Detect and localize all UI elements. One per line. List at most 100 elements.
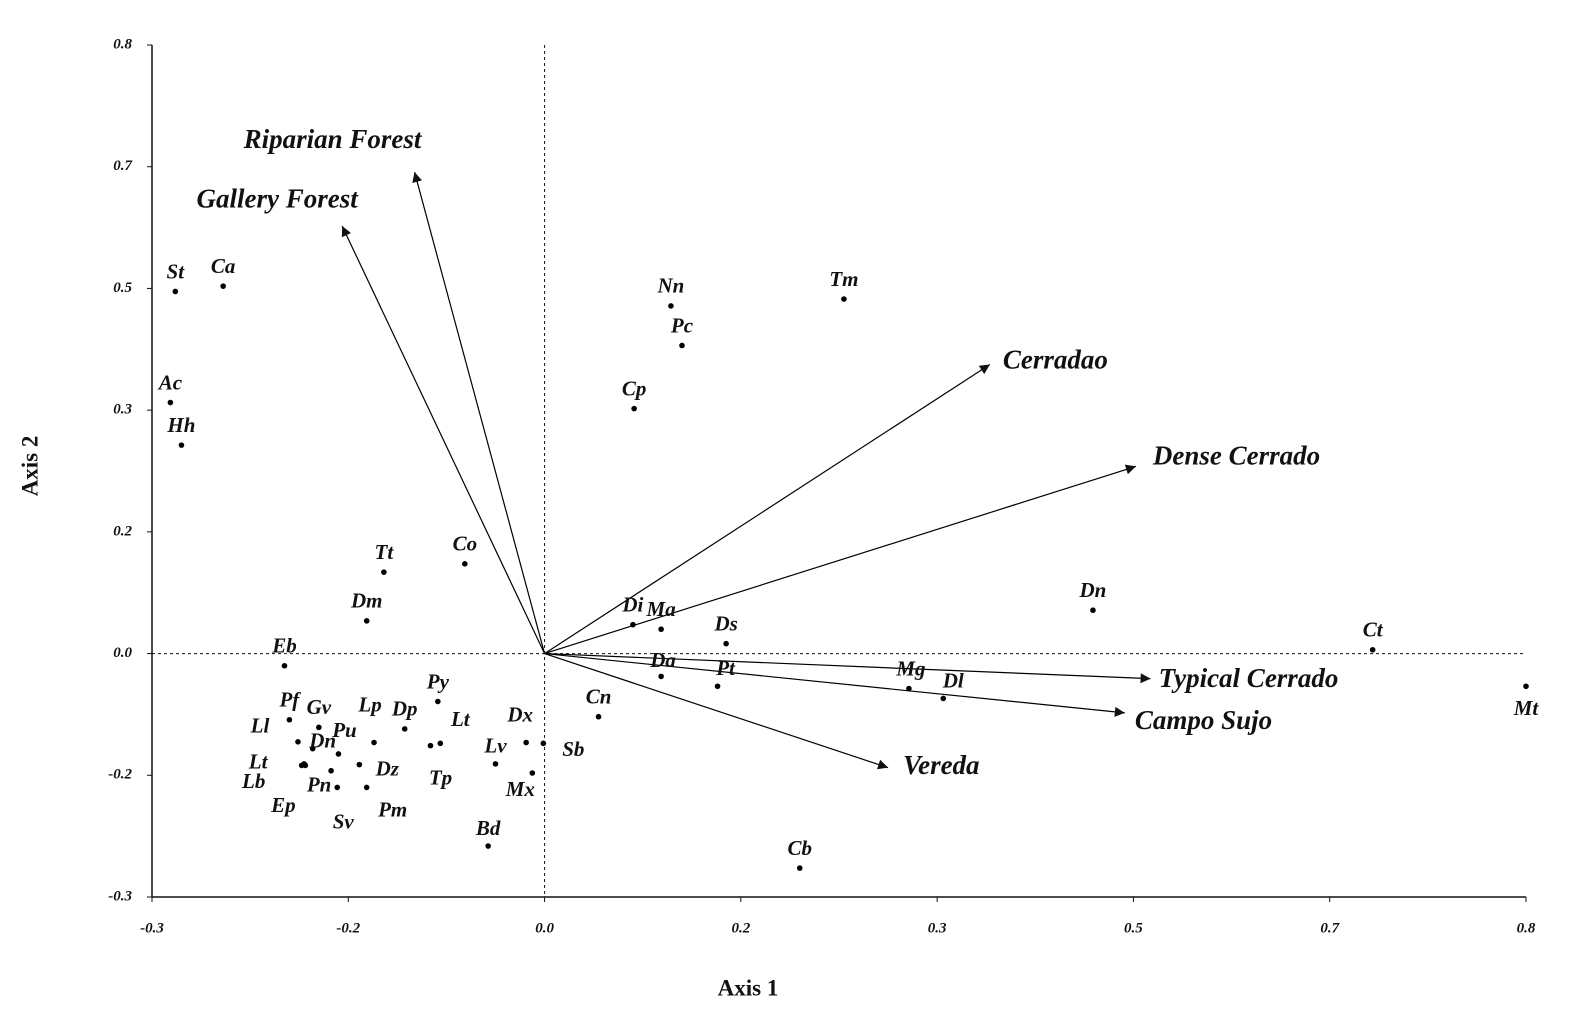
point-label: Di: [621, 592, 643, 616]
point: [523, 739, 529, 746]
point-label: Co: [453, 532, 478, 556]
point-label: Ds: [713, 611, 737, 635]
point-label: Ca: [211, 254, 236, 278]
point-label: Lp: [357, 692, 381, 716]
point: [485, 843, 491, 849]
point-label: Mt: [1513, 696, 1540, 720]
x-axis-title: Axis 1: [718, 975, 779, 1000]
vector-label: Campo Sujo: [1135, 705, 1272, 735]
point-label: Lb: [241, 769, 265, 793]
y-tick-label: -0.3: [108, 888, 132, 904]
point-label: Pu: [331, 718, 357, 742]
x-tick-label: 0.0: [535, 920, 554, 936]
point: [1523, 683, 1529, 690]
vector-label: Riparian Forest: [243, 124, 423, 154]
point-label: Dl: [942, 668, 964, 692]
point: [595, 713, 602, 720]
x-tick-label: -0.3: [140, 920, 164, 936]
point: [631, 405, 637, 412]
point-label: Tm: [829, 267, 858, 291]
point-label: Cp: [622, 376, 647, 400]
point: [940, 695, 947, 702]
point: [658, 626, 664, 633]
vector-arrow: [544, 652, 1151, 684]
point-label: Ll: [250, 714, 270, 738]
point: [309, 745, 316, 752]
point: [437, 740, 444, 747]
point-label: Lt: [248, 750, 269, 774]
point: [529, 770, 536, 776]
vector-arrow: [544, 464, 1137, 655]
point: [363, 618, 370, 624]
point-label: Gv: [307, 695, 332, 719]
x-tick-label: 0.7: [1320, 920, 1339, 936]
point-label: Da: [649, 648, 676, 672]
point: [356, 761, 363, 768]
point: [630, 621, 636, 628]
point-label: Ma: [646, 597, 676, 621]
point-label: Dz: [375, 756, 400, 780]
y-tick-label: -0.2: [108, 767, 132, 783]
point: [723, 640, 729, 647]
point: [316, 724, 322, 731]
vector-arrow: [544, 652, 1125, 717]
point: [363, 784, 370, 791]
vector-label: Vereda: [903, 750, 980, 780]
point: [540, 740, 547, 747]
point: [401, 726, 408, 732]
point-label: Ep: [270, 793, 296, 817]
point-label: Tt: [375, 540, 395, 564]
point: [658, 673, 664, 680]
point: [679, 342, 685, 349]
point: [381, 569, 387, 575]
point-label: Bd: [475, 816, 501, 840]
y-tick-label: 0.5: [113, 280, 132, 296]
point: [334, 784, 341, 791]
point-label: Dx: [506, 702, 533, 726]
vector-arrow: [341, 225, 546, 654]
point: [1090, 607, 1096, 614]
point-label: Py: [426, 669, 450, 693]
x-tick-label: 0.8: [1517, 920, 1536, 936]
point: [906, 685, 912, 692]
point: [1369, 646, 1376, 653]
vector-arrow: [412, 171, 546, 654]
point: [295, 739, 301, 745]
x-tick-label: 0.5: [1124, 920, 1143, 936]
point-label: Nn: [657, 274, 685, 298]
point: [427, 742, 434, 749]
y-tick-label: 0.7: [113, 158, 132, 174]
point: [220, 283, 226, 289]
point: [328, 767, 334, 774]
point-label: Dn: [1079, 578, 1107, 602]
vector-arrow: [544, 653, 889, 770]
vector-label: Cerradao: [1003, 345, 1108, 375]
point: [178, 442, 185, 448]
point: [462, 561, 468, 567]
point: [841, 296, 847, 302]
point: [172, 288, 179, 295]
point: [302, 762, 309, 769]
point: [796, 865, 803, 871]
point: [371, 739, 377, 746]
point-label: Eb: [271, 634, 297, 658]
point-label: Lt: [450, 707, 471, 731]
point-label: Sb: [562, 737, 584, 761]
point: [435, 698, 441, 705]
point-label: Mg: [895, 656, 925, 680]
point-label: Pf: [278, 688, 301, 712]
point-label: Sv: [333, 809, 355, 833]
vector-label: Typical Cerrado: [1159, 663, 1339, 693]
point-label: St: [167, 259, 186, 283]
vector-label: Gallery Forest: [197, 183, 360, 213]
point-label: Dm: [350, 589, 383, 613]
point-label: Pc: [670, 313, 694, 337]
point: [714, 683, 721, 690]
point-label: Pt: [715, 656, 736, 680]
point: [492, 761, 499, 767]
point: [335, 751, 342, 757]
point-label: Ct: [1363, 618, 1384, 642]
point-label: Cb: [787, 836, 812, 860]
point: [281, 662, 288, 669]
